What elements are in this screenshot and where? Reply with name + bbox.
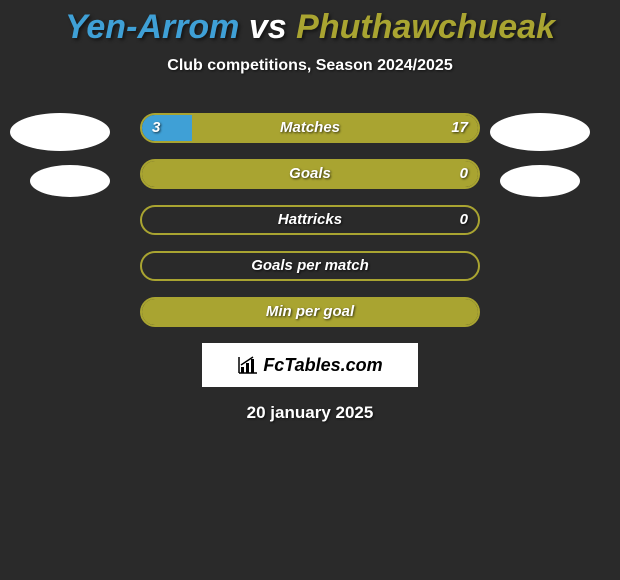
stat-label: Goals [142, 161, 478, 187]
player1-name: Yen-Arrom [65, 8, 239, 46]
stat-row: Min per goal [0, 297, 620, 327]
vs-separator: vs [249, 8, 287, 46]
stat-label: Min per goal [142, 299, 478, 325]
stat-value-right: 0 [460, 207, 468, 233]
stat-bar: Goals per match [140, 251, 480, 281]
site-logo[interactable]: FcTables.com [202, 343, 418, 387]
logo-text: FcTables.com [263, 355, 382, 376]
stat-label: Hattricks [142, 207, 478, 233]
subtitle: Club competitions, Season 2024/2025 [0, 57, 620, 75]
stat-row: Goals0 [0, 159, 620, 189]
player2-name: Phuthawchueak [296, 8, 555, 46]
stat-bar: Hattricks0 [140, 205, 480, 235]
stat-value-right: 0 [460, 161, 468, 187]
chart-icon [237, 355, 259, 375]
stat-bar: Matches3 17 [140, 113, 480, 143]
stat-label: Goals per match [142, 253, 478, 279]
stat-value-left: 3 [152, 115, 160, 141]
date-label: 20 january 2025 [0, 403, 620, 423]
stat-bar: Goals0 [140, 159, 480, 189]
stat-label: Matches [142, 115, 478, 141]
stat-value-right: 17 [451, 115, 468, 141]
stat-row: Goals per match [0, 251, 620, 281]
stat-row: Hattricks0 [0, 205, 620, 235]
stats-area: Matches317Goals0Hattricks0Goals per matc… [0, 113, 620, 327]
stat-bar: Min per goal [140, 297, 480, 327]
stat-row: Matches3 17 [0, 113, 620, 143]
comparison-title: Yen-Arrom vs Phuthawchueak [0, 0, 620, 47]
